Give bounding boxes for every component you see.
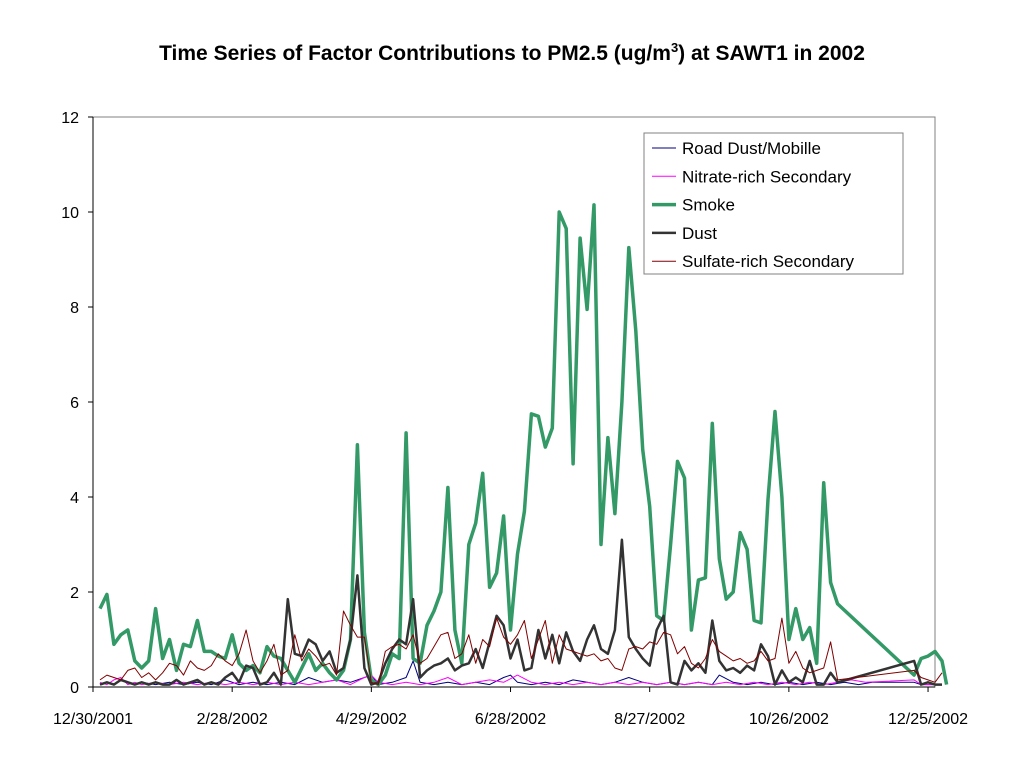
chart-title-main: Time Series of Factor Contributions to P… bbox=[159, 42, 671, 65]
legend-label: Road Dust/Mobille bbox=[682, 139, 821, 158]
legend-label: Sulfate-rich Secondary bbox=[682, 252, 854, 271]
legend-label: Nitrate-rich Secondary bbox=[682, 167, 852, 186]
legend-label: Dust bbox=[682, 224, 717, 243]
y-tick-label: 4 bbox=[70, 490, 79, 507]
y-tick-label: 8 bbox=[70, 300, 79, 317]
axes-layer: 0 2 4 6 8 10 12 12/30/2001 2/28/2002 4/29/2002 6/2… bbox=[53, 110, 968, 728]
legend-box bbox=[643, 132, 904, 275]
legend: Road Dust/Mobille Nitrate-rich Secondary S… bbox=[643, 132, 904, 275]
x-tick-label: 10/26/2002 bbox=[749, 711, 829, 728]
y-tick-label: 0 bbox=[70, 680, 79, 697]
x-tick-label: 8/27/2002 bbox=[614, 711, 685, 728]
chart-title-superscript: 3 bbox=[670, 40, 679, 55]
series-layer bbox=[98, 203, 949, 687]
series-line-dust bbox=[99, 538, 942, 686]
y-tick-label: 12 bbox=[61, 110, 79, 127]
x-tick-label: 6/28/2002 bbox=[475, 711, 546, 728]
y-tick-label: 2 bbox=[70, 585, 79, 602]
y-tick-label: 6 bbox=[70, 395, 79, 412]
x-tick-label: 4/29/2002 bbox=[336, 711, 407, 728]
y-tick-label: 10 bbox=[61, 205, 79, 222]
x-tick-label: 12/30/2001 bbox=[53, 711, 133, 728]
x-tick-label: 2/28/2002 bbox=[197, 711, 268, 728]
series-line-sulfate-rich-secondary bbox=[99, 610, 943, 686]
chart-title-end: ) at SAWT1 in 2002 bbox=[678, 42, 865, 65]
chart-title: Time Series of Factor Contributions to P… bbox=[0, 40, 1024, 66]
legend-label: Smoke bbox=[682, 196, 735, 215]
series-line-smoke bbox=[98, 203, 949, 687]
x-tick-label: 12/25/2002 bbox=[888, 711, 968, 728]
